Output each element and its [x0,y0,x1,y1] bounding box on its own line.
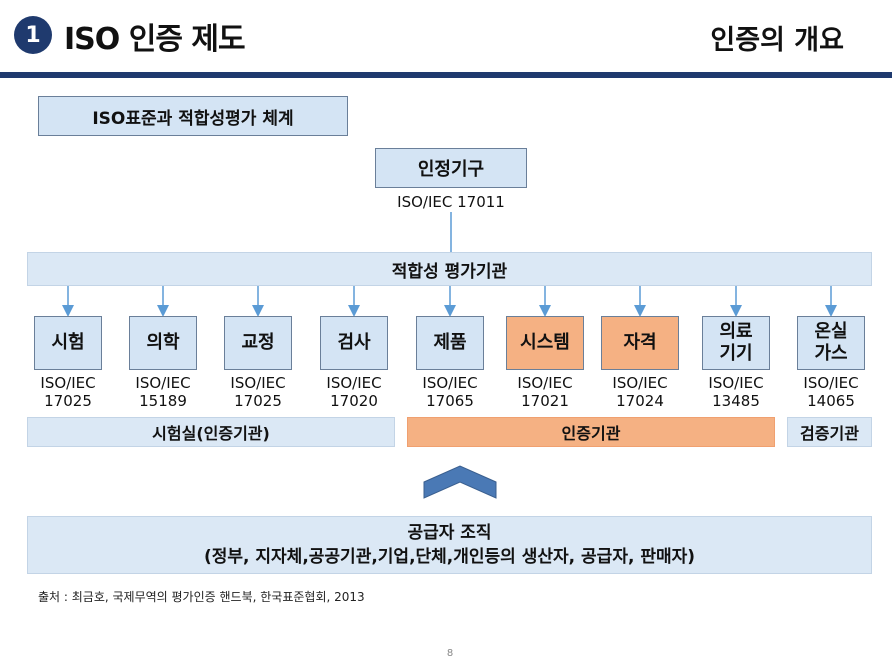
header-divider [0,72,892,78]
chevron-up-icon [423,465,497,499]
child-arrows [62,286,837,317]
child-box-product: 제품 [416,316,484,370]
child-box-greenhouse-gas: 온실 가스 [797,316,865,370]
section-title: 인증의 개요 [710,25,844,56]
accreditation-body-box: 인정기구 [375,148,527,188]
supplier-organization-box: 공급자 조직 (정부, 지자체,공공기관,기업,단체,개인등의 생산자, 공급자… [27,516,872,574]
group-lab: 시험실(인증기관) [27,417,395,447]
child-box-qualification: 자격 [601,316,679,370]
page-title: ISO 인증 제도 [64,22,246,57]
child-label-line: 가스 [814,343,848,364]
child-code: ISO/IEC 17020 [326,374,382,410]
conformity-assessment-bar: 적합성 평가기관 [27,252,872,286]
supplier-detail: (정부, 지자체,공공기관,기업,단체,개인등의 생산자, 공급자, 판매자) [203,547,696,567]
child-code: ISO/IEC 17024 [612,374,668,410]
child-label-line: 기기 [719,343,753,364]
child-box-calibration: 교정 [224,316,292,370]
supplier-title: 공급자 조직 [407,523,492,543]
child-box-inspection: 검사 [320,316,388,370]
section-number-badge: 1 [14,16,52,54]
child-code: ISO/IEC 17025 [40,374,96,410]
system-label-box: ISO표준과 적합성평가 체계 [38,96,348,136]
child-code: ISO/IEC 17021 [517,374,573,410]
child-box-testing: 시험 [34,316,102,370]
accreditation-body-code: ISO/IEC 17011 [397,193,505,211]
child-code: ISO/IEC 13485 [708,374,764,410]
source-citation: 출처 : 최금호, 국제무역의 평가인증 핸드북, 한국표준협회, 2013 [38,590,365,604]
page-number: 8 [446,648,454,659]
child-box-medical-device: 의료 기기 [702,316,770,370]
child-code: ISO/IEC 14065 [803,374,859,410]
child-label-line: 온실 [814,321,848,342]
child-code: ISO/IEC 17025 [230,374,286,410]
child-box-medical: 의학 [129,316,197,370]
group-verification: 검증기관 [787,417,872,447]
child-code: ISO/IEC 15189 [135,374,191,410]
child-label-line: 의료 [719,321,753,342]
group-certification: 인증기관 [407,417,775,447]
child-code: ISO/IEC 17065 [422,374,478,410]
child-box-system: 시스템 [506,316,584,370]
